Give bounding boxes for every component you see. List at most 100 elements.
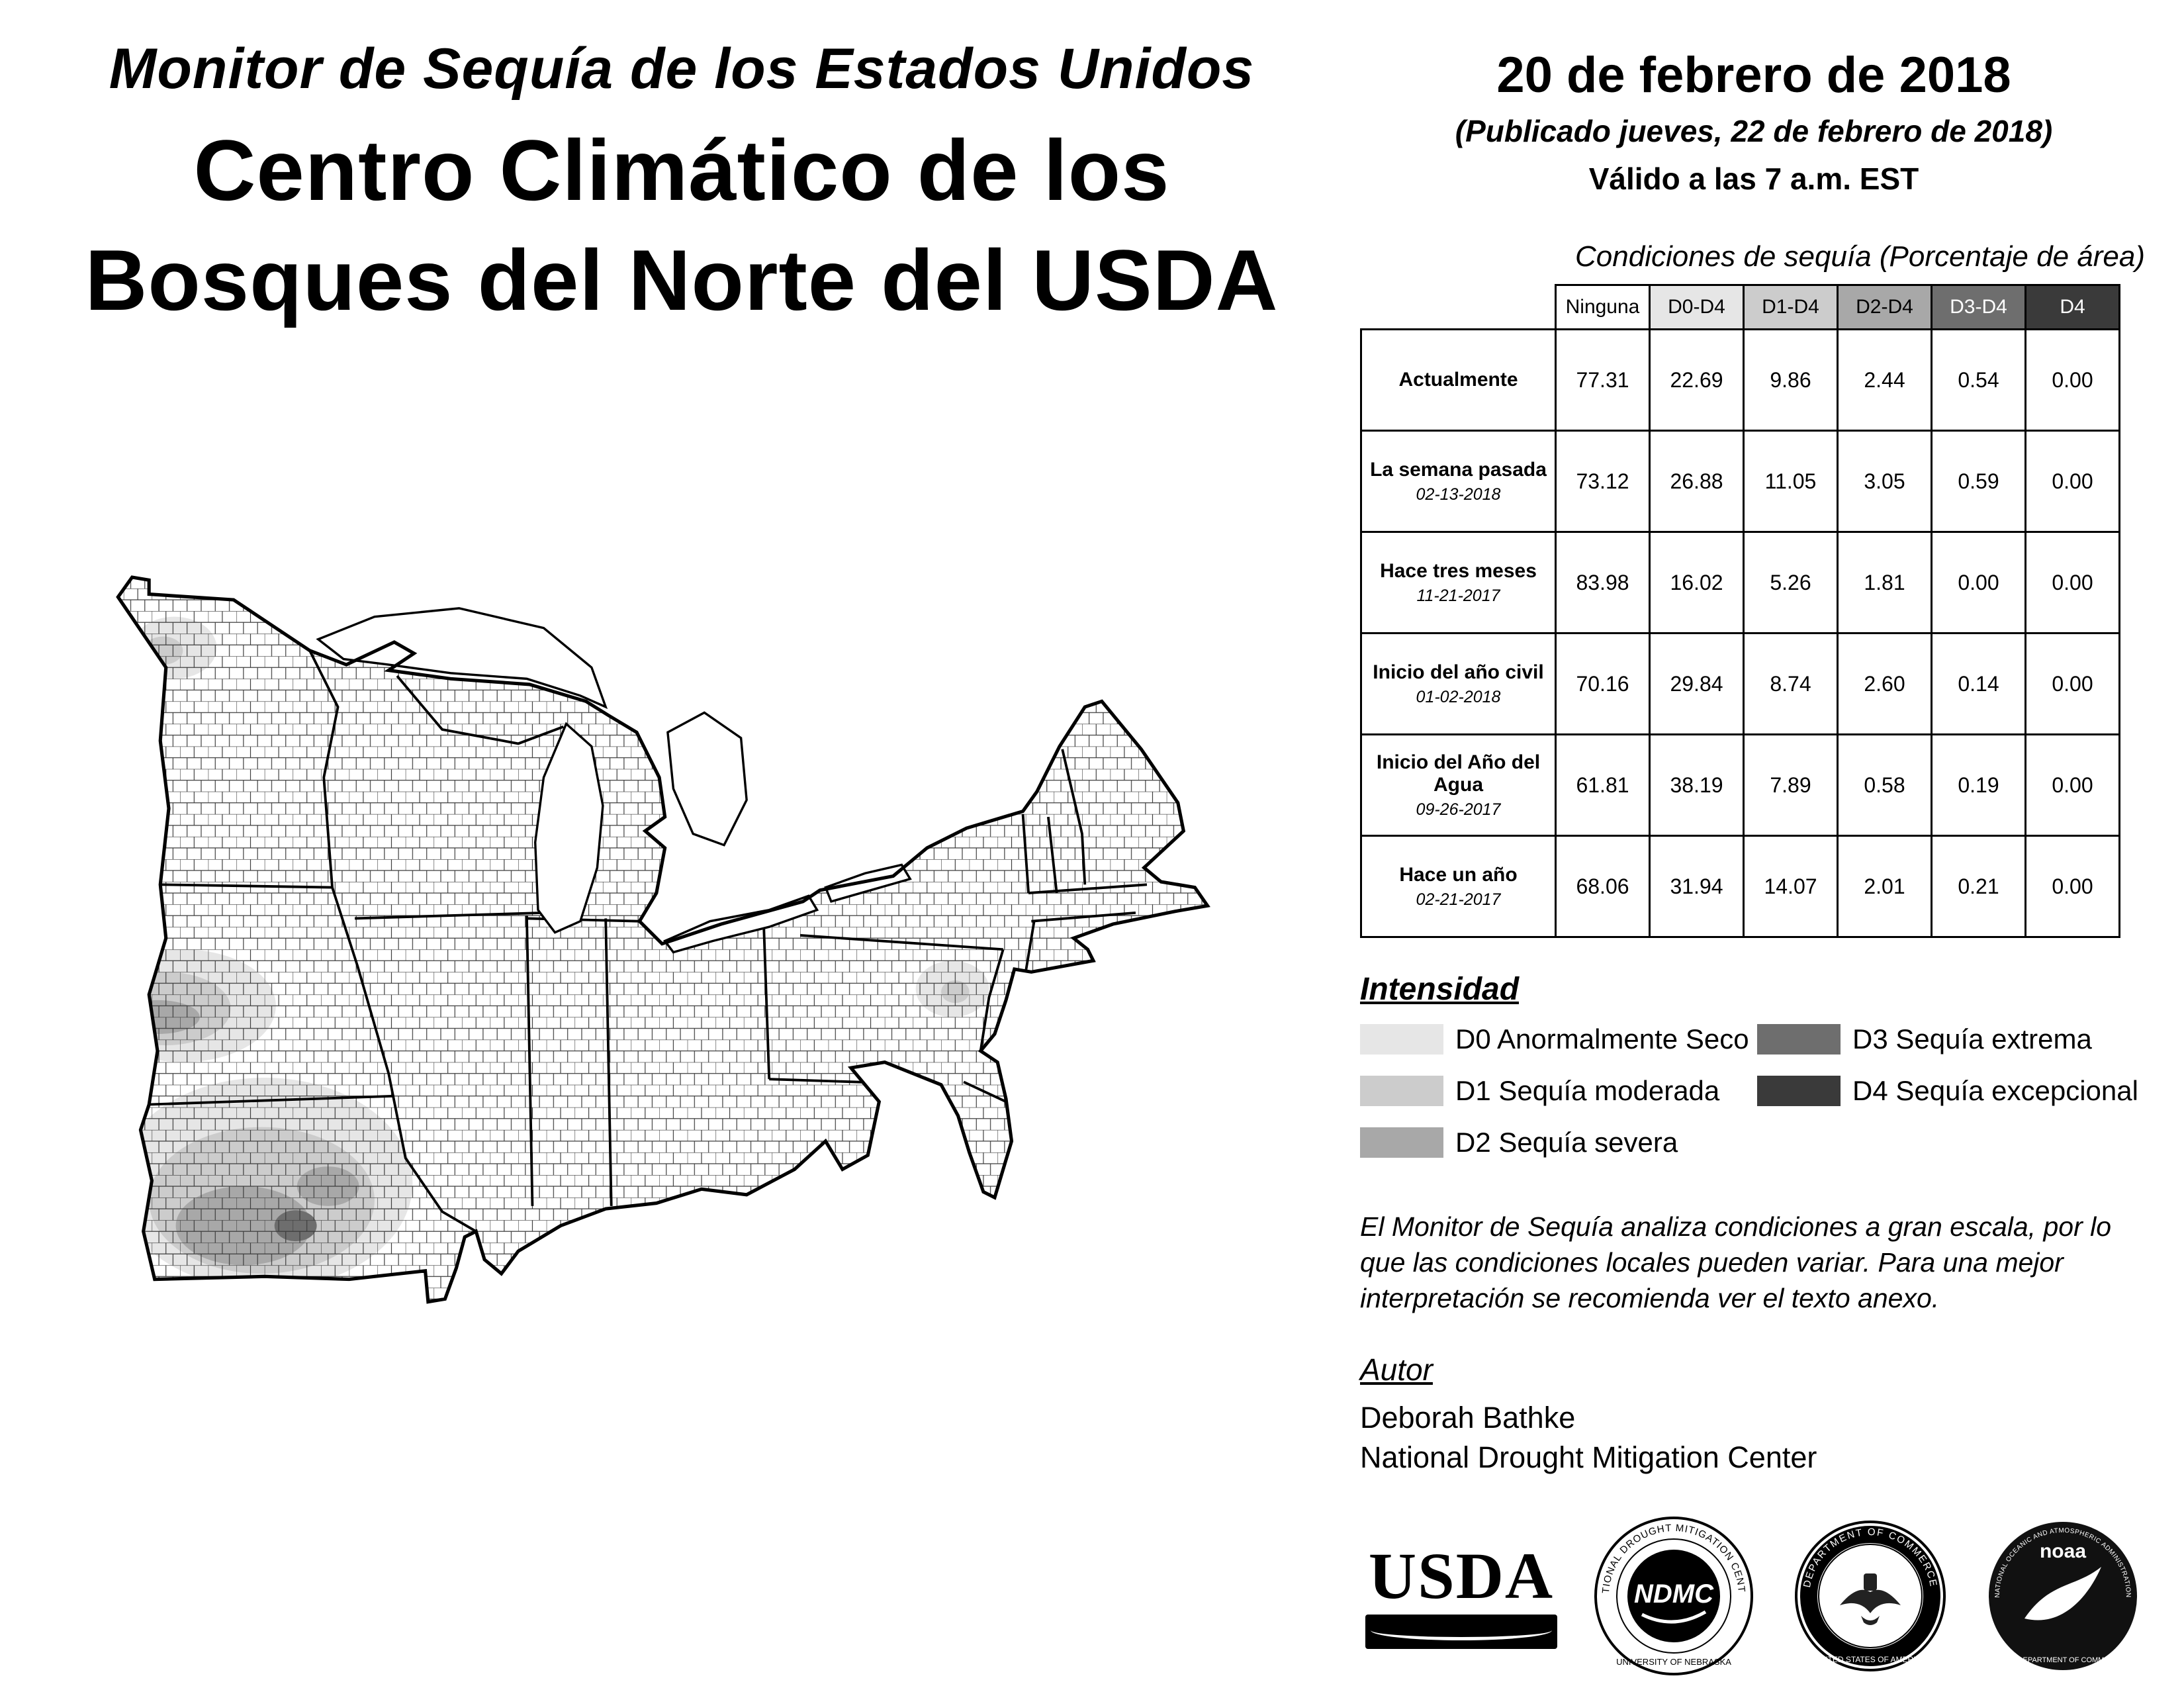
logo-row: USDA NATIONAL DROUGHT MITIGATION CENTER … <box>1360 1513 2148 1679</box>
value-cell: 0.00 <box>2025 835 2120 938</box>
noaa-logo: NATIONAL OCEANIC AND ATMOSPHERIC ADMINIS… <box>1988 1522 2137 1671</box>
report-title-line1: Centro Climático de los <box>193 122 1170 218</box>
legend-item-d0: D0 Anormalmente Seco <box>1360 1023 1749 1055</box>
lake-michigan <box>533 722 604 934</box>
author-org: National Drought Mitigation Center <box>1360 1440 1817 1475</box>
value-cell: 68.06 <box>1555 835 1651 938</box>
row-label: Inicio del Año del Agua 09-26-2017 <box>1360 733 1557 837</box>
value-cell: 2.60 <box>1837 632 1933 735</box>
row-label: Inicio del año civil 01-02-2018 <box>1360 632 1557 735</box>
table-row: Inicio del año civil 01-02-2018 70.16 29.… <box>1360 632 2120 735</box>
usda-wordmark: USDA <box>1368 1539 1555 1613</box>
row-date: 01-02-2018 <box>1416 687 1501 706</box>
value-cell: 0.19 <box>1931 733 2026 837</box>
row-label: Actualmente <box>1360 328 1557 432</box>
state-borders <box>149 649 1148 1233</box>
row-label: La semana pasada 02-13-2018 <box>1360 430 1557 533</box>
value-cell: 0.00 <box>2025 430 2120 533</box>
report-title-line2: Bosques del Norte del USDA <box>85 232 1279 329</box>
ndmc-logo: NATIONAL DROUGHT MITIGATION CENTER UNIVE… <box>1594 1517 1754 1676</box>
report-date: 20 de febrero de 2018 <box>1496 47 2011 103</box>
table-row: Actualmente 77.31 22.69 9.86 2.44 0.54 0… <box>1360 328 2120 432</box>
eagle-icon <box>1839 1573 1901 1626</box>
commerce-bottom-text: UNITED STATES OF AMERICA <box>1814 1655 1927 1664</box>
noaa-bird-icon <box>2024 1567 2101 1620</box>
info-panel: 20 de febrero de 2018 (Publicado jueves,… <box>1360 46 2148 1688</box>
title-block: Monitor de Sequía de los Estados Unidos … <box>60 36 1304 336</box>
table-row: La semana pasada 02-13-2018 73.12 26.88 1… <box>1360 430 2120 533</box>
lake-superior <box>316 607 608 710</box>
value-cell: 0.00 <box>2025 632 2120 735</box>
column-header-d2d4: D2-D4 <box>1837 284 1933 330</box>
row-label: Hace tres meses 11-21-2017 <box>1360 531 1557 634</box>
value-cell: 0.54 <box>1931 328 2026 432</box>
noaa-wordmark: noaa <box>2040 1540 2086 1562</box>
row-date: 11-21-2017 <box>1416 586 1500 605</box>
value-cell: 14.07 <box>1743 835 1839 938</box>
value-cell: 2.01 <box>1837 835 1933 938</box>
legend-item-d1: D1 Sequía moderada <box>1360 1075 1719 1107</box>
legend-item-d3: D3 Sequía extrema <box>1757 1023 2092 1055</box>
value-cell: 77.31 <box>1555 328 1651 432</box>
value-cell: 26.88 <box>1649 430 1745 533</box>
usda-logo: USDA <box>1365 1539 1557 1650</box>
intensity-legend: D0 Anormalmente Seco D1 Sequía moderada … <box>1360 1023 2148 1180</box>
d0-swatch <box>1360 1024 1443 1055</box>
value-cell: 70.16 <box>1555 632 1651 735</box>
table-row: Hace un año 02-21-2017 68.06 31.94 14.07 … <box>1360 835 2120 938</box>
d1-swatch <box>1360 1076 1443 1106</box>
county-grid <box>118 577 1208 1302</box>
commerce-seal: DEPARTMENT OF COMMERCE UNITED STATES OF … <box>1794 1521 1946 1672</box>
column-header-ninguna: Ninguna <box>1555 284 1651 330</box>
column-header-d3d4: D3-D4 <box>1931 284 2026 330</box>
disclaimer-text: El Monitor de Sequía analiza condiciones… <box>1360 1211 2112 1314</box>
table-row: Inicio del Año del Agua 09-26-2017 61.81 … <box>1360 733 2120 837</box>
value-cell: 22.69 <box>1649 328 1745 432</box>
column-header-d0d4: D0-D4 <box>1649 284 1745 330</box>
lake-erie <box>662 894 819 954</box>
value-cell: 0.00 <box>2025 733 2120 837</box>
usda-bar-icon <box>1365 1615 1557 1650</box>
legend-item-d2: D2 Sequía severa <box>1360 1127 1678 1158</box>
report-title: Centro Climático de los Bosques del Nort… <box>60 115 1304 336</box>
d3-swatch <box>1757 1024 1841 1055</box>
great-lakes <box>316 607 912 954</box>
author-name: Deborah Bathke <box>1360 1401 1576 1435</box>
valid-time: Válido a las 7 a.m. EST <box>1588 162 1919 196</box>
value-cell: 3.05 <box>1837 430 1933 533</box>
d0-patch <box>118 714 158 869</box>
drought-map <box>86 566 1317 1327</box>
row-date: 02-13-2018 <box>1416 485 1501 504</box>
value-cell: 16.02 <box>1649 531 1745 634</box>
value-cell: 0.00 <box>1931 531 2026 634</box>
legend-item-d4: D4 Sequía excepcional <box>1757 1075 2138 1107</box>
legend-title: Intensidad <box>1360 972 1520 1007</box>
value-cell: 38.19 <box>1649 733 1745 837</box>
value-cell: 5.26 <box>1743 531 1839 634</box>
value-cell: 0.00 <box>2025 531 2120 634</box>
drought-conditions-table: Ninguna D0-D4 D1-D4 D2-D4 D3-D4 D4 Actua… <box>1360 284 2120 938</box>
author-title: Autor <box>1360 1352 1433 1387</box>
value-cell: 0.59 <box>1931 430 2026 533</box>
value-cell: 9.86 <box>1743 328 1839 432</box>
row-label: Hace un año 02-21-2017 <box>1360 835 1557 938</box>
d1-patch <box>122 756 145 855</box>
value-cell: 31.94 <box>1649 835 1745 938</box>
value-cell: 7.89 <box>1743 733 1839 837</box>
value-cell: 8.74 <box>1743 632 1839 735</box>
d2-swatch <box>1360 1127 1443 1158</box>
value-cell: 0.21 <box>1931 835 2026 938</box>
lake-ontario <box>824 863 912 903</box>
value-cell: 2.44 <box>1837 328 1933 432</box>
ndmc-wave-icon <box>1641 1611 1707 1624</box>
table-corner <box>1361 285 1556 330</box>
table-title: Condiciones de sequía (Porcentaje de áre… <box>1575 240 2145 273</box>
value-cell: 29.84 <box>1649 632 1745 735</box>
column-header-d4: D4 <box>2025 284 2120 330</box>
ndmc-wordmark: NDMC <box>1634 1579 1714 1609</box>
report-subtitle: Monitor de Sequía de los Estados Unidos <box>109 37 1255 101</box>
published-date: (Publicado jueves, 22 de febrero de 2018… <box>1455 114 2053 148</box>
table-row: Hace tres meses 11-21-2017 83.98 16.02 5.… <box>1360 531 2120 634</box>
lake-huron <box>666 711 748 847</box>
